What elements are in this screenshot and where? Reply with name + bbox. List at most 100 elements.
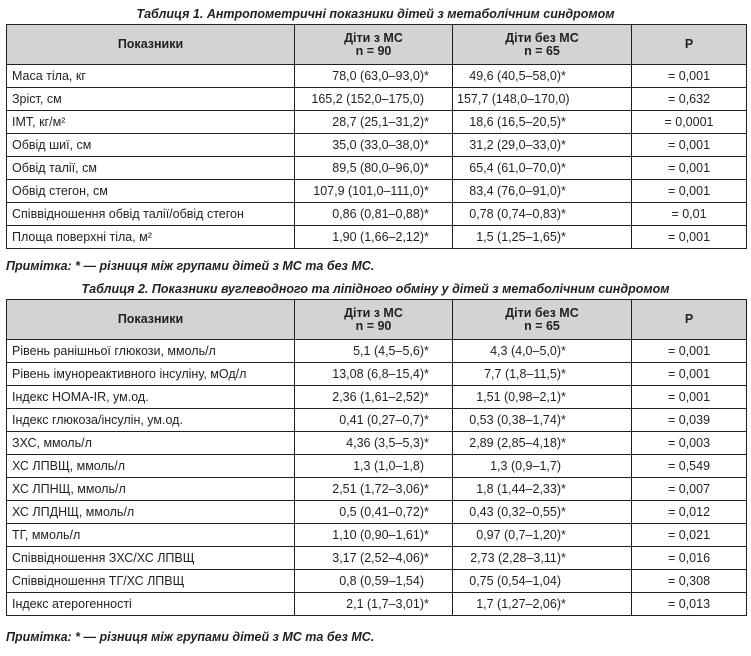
ms-value: 1,90 (1,66–2,12) [332,230,424,244]
table-row: Індекс НОМА-ІR, ум.од. 2,36 (1,61–2,52)* 1… [6,385,747,409]
ms-significance-mark: * [424,115,429,129]
no-ms-value: 1,3 (0,9–1,7) [490,459,561,473]
p-value: = 0,001 [631,133,747,157]
p-value: = 0,001 [631,362,747,386]
anthropometric-table: Показники Діти з МС n = 90 Діти без МС n… [6,24,747,249]
no-ms-significance-mark: * [561,551,566,565]
ms-value-cell: 5,1 (4,5–5,6)* [294,339,453,363]
table-row: Індекс глюкоза/інсулін, ум.од. 0,41 (0,27… [6,408,747,432]
row-label: Зріст, см [6,87,295,111]
ms-value: 3,17 (2,52–4,06) [332,551,424,565]
no-ms-value-cell: 31,2 (29,0–33,0)* [452,133,632,157]
header-no-ms-count: n = 65 [524,43,560,58]
ms-value-cell: 4,36 (3,5–5,3)* [294,431,453,455]
row-label: Маса тіла, кг [6,64,295,88]
p-value: = 0,001 [631,225,747,249]
ms-value-cell: 165,2 (152,0–175,0) [294,87,453,111]
header-ms-count: n = 90 [355,318,392,333]
no-ms-value-cell: 4,3 (4,0–5,0)* [452,339,632,363]
table-row: ТГ, ммоль/л 1,10 (0,90–1,61)* 0,97 (0,7–1,… [6,523,747,547]
p-value: = 0,003 [631,431,747,455]
ms-significance-mark: * [424,344,429,358]
no-ms-value: 49,6 (40,5–58,0) [469,69,561,83]
p-value: = 0,549 [631,454,747,478]
no-ms-value-cell: 0,78 (0,74–0,83)* [452,202,632,226]
no-ms-value-cell: 18,6 (16,5–20,5)* [452,110,632,134]
p-value: = 0,012 [631,500,747,524]
no-ms-value: 1,8 (1,44–2,33) [476,482,561,496]
table2-caption: Таблиця 2. Показники вуглеводного та ліп… [81,282,670,296]
ms-significance-mark: * [424,69,429,83]
header-ms-count: n = 90 [355,43,392,58]
row-label: Співвідношення ЗХС/ХС ЛПВЩ [6,546,295,570]
ms-value-cell: 78,0 (63,0–93,0)* [294,64,453,88]
ms-value-cell: 89,5 (80,0–96,0)* [294,156,453,180]
no-ms-value: 157,7 (148,0–170,0) [457,92,570,106]
no-ms-value: 18,6 (16,5–20,5) [469,115,561,129]
row-label: ТГ, ммоль/л [6,523,295,547]
ms-value-cell: 0,41 (0,27–0,7)* [294,408,453,432]
p-value: = 0,0001 [631,110,747,134]
ms-value-cell: 2,36 (1,61–2,52)* [294,385,453,409]
header-p-value: Р [631,299,747,340]
no-ms-significance-mark: * [561,482,566,496]
no-ms-value-cell: 83,4 (76,0–91,0)* [452,179,632,203]
no-ms-significance-mark: * [561,161,566,175]
row-label: Співвідношення ТГ/ХС ЛПВЩ [6,569,295,593]
no-ms-value-cell: 157,7 (148,0–170,0) [452,87,632,111]
ms-value: 1,3 (1,0–1,8) [353,459,424,473]
no-ms-significance-mark: * [561,436,566,450]
ms-significance-mark: * [424,367,429,381]
row-label: ХС ЛПНЩ, ммоль/л [6,477,295,501]
table-row: Маса тіла, кг 78,0 (63,0–93,0)* 49,6 (40,5… [6,64,747,88]
table-row: Співвідношення обвід талії/обвід стегон 0… [6,202,747,226]
header-p-value: Р [631,24,747,65]
no-ms-significance-mark: * [561,413,566,427]
header-no-ms-group: Діти без МС n = 65 [452,299,632,340]
ms-value: 2,1 (1,7–3,01) [346,597,424,611]
no-ms-value: 7,7 (1,8–11,5) [484,367,561,381]
p-value: = 0,001 [631,179,747,203]
ms-value-cell: 28,7 (25,1–31,2)* [294,110,453,134]
ms-significance-mark: * [424,551,429,565]
no-ms-significance-mark: * [561,597,566,611]
ms-value: 78,0 (63,0–93,0) [332,69,424,83]
header-no-ms-group: Діти без МС n = 65 [452,24,632,65]
table-row: Співвідношення ТГ/ХС ЛПВЩ 0,8 (0,59–1,54)… [6,569,747,593]
header-ms-group: Діти з МС n = 90 [294,24,453,65]
no-ms-value: 1,51 (0,98–2,1) [476,390,561,404]
ms-value: 2,51 (1,72–3,06) [332,482,424,496]
row-label: Обвід талії, см [6,156,295,180]
ms-value-cell: 3,17 (2,52–4,06)* [294,546,453,570]
table1-caption: Таблиця 1. Антропометричні показники діт… [136,7,615,21]
ms-value: 4,36 (3,5–5,3) [346,436,424,450]
no-ms-value: 31,2 (29,0–33,0) [469,138,561,152]
p-value: = 0,308 [631,569,747,593]
no-ms-value-cell: 0,43 (0,32–0,55)* [452,500,632,524]
ms-value-cell: 2,51 (1,72–3,06)* [294,477,453,501]
ms-value-cell: 1,3 (1,0–1,8) [294,454,453,478]
row-label: ХС ЛПВЩ, ммоль/л [6,454,295,478]
ms-significance-mark: * [424,184,429,198]
row-label: Площа поверхні тіла, м² [6,225,295,249]
table-row: ХС ЛПНЩ, ммоль/л 2,51 (1,72–3,06)* 1,8 (1,… [6,477,747,501]
table-row: Рівень імунореактивного інсуліну, мОд/л 1… [6,362,747,386]
p-value: = 0,632 [631,87,747,111]
row-label: Співвідношення обвід талії/обвід стегон [6,202,295,226]
table-row: Обвід стегон, см 107,9 (101,0–111,0)* 83,4… [6,179,747,203]
ms-value-cell: 0,86 (0,81–0,88)* [294,202,453,226]
no-ms-value: 83,4 (76,0–91,0) [469,184,561,198]
row-label: Обвід шиї, см [6,133,295,157]
no-ms-value-cell: 1,5 (1,25–1,65)* [452,225,632,249]
ms-significance-mark: * [424,528,429,542]
ms-value: 28,7 (25,1–31,2) [332,115,424,129]
header-no-ms-label: Діти без МС [505,30,579,45]
no-ms-value: 4,3 (4,0–5,0) [490,344,561,358]
no-ms-value-cell: 0,53 (0,38–1,74)* [452,408,632,432]
ms-value-cell: 2,1 (1,7–3,01)* [294,592,453,616]
row-label: Обвід стегон, см [6,179,295,203]
ms-value-cell: 1,10 (0,90–1,61)* [294,523,453,547]
ms-value: 13,08 (6,8–15,4) [332,367,424,381]
no-ms-value: 65,4 (61,0–70,0) [469,161,561,175]
header-ms-group: Діти з МС n = 90 [294,299,453,340]
